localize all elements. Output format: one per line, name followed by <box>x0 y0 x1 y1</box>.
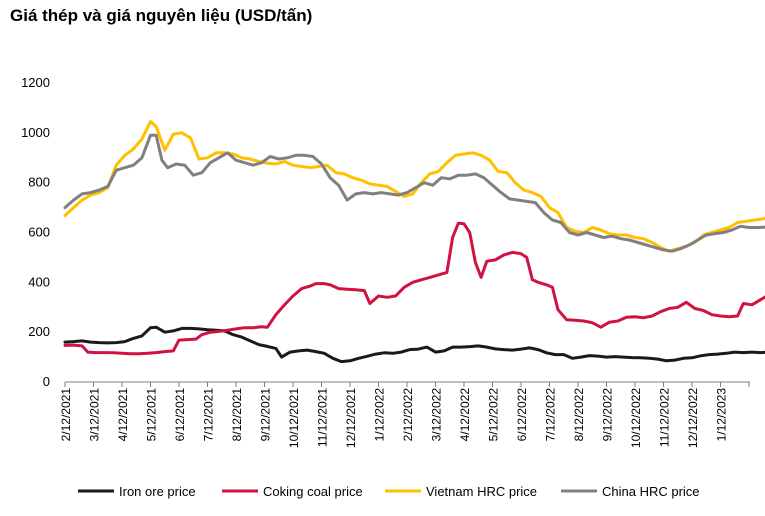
x-tick-label: 3/12/2022 <box>430 388 444 442</box>
x-tick-label: 12/12/2022 <box>686 388 700 448</box>
x-tick-label: 6/12/2022 <box>515 388 529 442</box>
x-tick-label: 7/12/2021 <box>202 388 216 442</box>
x-axis: 2/12/2021 3/12/2021 4/12/2021 5/12/2021 6/12… <box>59 381 750 448</box>
x-tick-label: 4/12/2021 <box>116 388 130 442</box>
x-tick-label: 9/12/2021 <box>259 388 273 442</box>
x-tick-label: 2/12/2021 <box>59 388 73 442</box>
legend: Iron ore price Coking coal price Vietnam H… <box>78 484 700 499</box>
x-tick-label: 1/12/2022 <box>373 388 387 442</box>
series-line-iron-ore-price <box>63 325 765 364</box>
legend-label: China HRC price <box>602 484 700 499</box>
series-line-china-hrc-price <box>63 133 765 253</box>
y-tick-label: 1000 <box>21 125 50 140</box>
y-tick-label: 200 <box>28 324 50 339</box>
x-tick-label: 7/12/2022 <box>544 388 558 442</box>
x-tick-label: 2/12/2022 <box>401 388 415 442</box>
x-tick-label: 8/12/2021 <box>230 388 244 442</box>
y-tick-label: 800 <box>28 175 50 190</box>
x-tick-label: 5/12/2021 <box>145 388 159 442</box>
x-tick-label: 10/12/2022 <box>629 388 643 448</box>
x-tick-label: 11/12/2021 <box>316 388 330 447</box>
series-line-coking-coal-price <box>63 221 765 356</box>
x-tick-label: 6/12/2021 <box>173 388 187 442</box>
x-tick-label: 10/12/2021 <box>287 388 301 448</box>
x-tick-label: 12/12/2021 <box>344 388 358 448</box>
x-tick-label: 5/12/2022 <box>487 388 501 442</box>
y-tick-label: 400 <box>28 274 50 289</box>
legend-label: Coking coal price <box>263 484 363 499</box>
y-tick-label: 0 <box>43 374 50 389</box>
legend-label: Iron ore price <box>119 484 196 499</box>
legend-label: Vietnam HRC price <box>426 484 537 499</box>
y-tick-label: 1200 <box>21 75 50 90</box>
y-tick-label: 600 <box>28 225 50 240</box>
x-tick-label: 9/12/2022 <box>601 388 615 442</box>
x-tick-label: 3/12/2021 <box>88 388 102 442</box>
series-layer <box>63 120 765 364</box>
x-tick-label: 4/12/2022 <box>458 388 472 442</box>
x-tick-label: 1/12/2023 <box>715 388 729 442</box>
x-tick-label: 8/12/2022 <box>572 388 586 442</box>
x-tick-label: 11/12/2022 <box>658 388 672 447</box>
y-axis: 0 200 400 600 800 1000 1200 <box>21 75 50 389</box>
chart-title: Giá thép và giá nguyên liệu (USD/tấn) <box>10 6 313 25</box>
